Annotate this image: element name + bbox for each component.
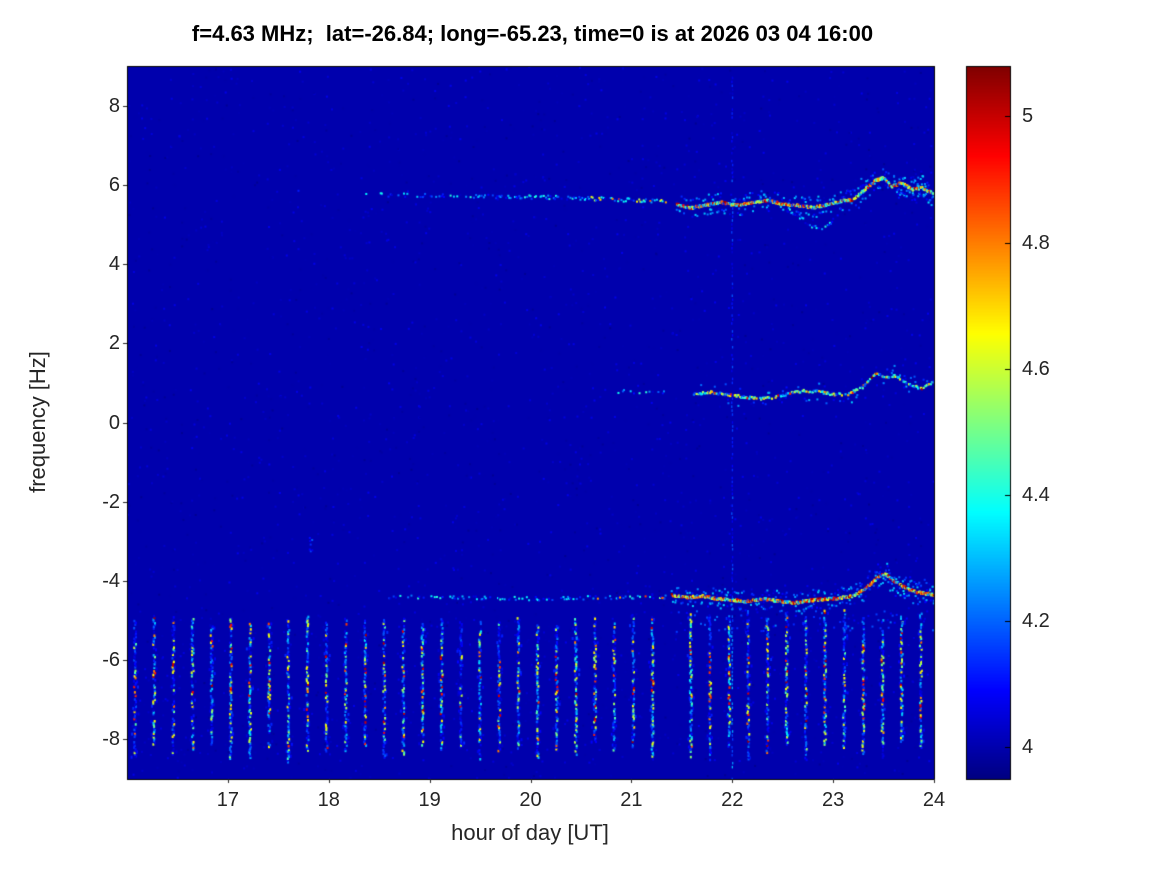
- colorbar-tick-label: 4.6: [1022, 357, 1050, 380]
- x-tick-label: 21: [620, 789, 643, 811]
- colorbar-tick-label: 5: [1022, 105, 1034, 128]
- x-tick-label: 23: [822, 789, 845, 811]
- y-tick-label: 2: [108, 332, 120, 355]
- x-axis-label: hour of day [UT]: [451, 820, 609, 845]
- colorbar-tick-label: 4.8: [1022, 231, 1050, 254]
- colorbar-tick-label: 4: [1022, 736, 1034, 759]
- x-tick-label: 20: [519, 789, 542, 811]
- x-tick-label: 24: [922, 789, 946, 811]
- x-tick-label: 22: [721, 789, 744, 811]
- x-tick-label: 19: [418, 789, 441, 811]
- y-tick-label: -6: [102, 649, 120, 672]
- y-tick-label: 6: [108, 173, 120, 196]
- y-tick-label: 0: [108, 411, 120, 434]
- colorbar-tick-label: 4.4: [1022, 484, 1050, 507]
- y-axis-label: frequency [Hz]: [25, 351, 50, 493]
- y-tick-label: 4: [108, 253, 120, 276]
- chart-title: f=4.63 MHz; lat=-26.84; long=-65.23, tim…: [191, 21, 874, 46]
- y-tick-label: -8: [102, 728, 120, 751]
- x-tick-label: 17: [216, 789, 239, 811]
- y-tick-label: 8: [108, 94, 120, 117]
- x-tick-label: 18: [317, 789, 340, 811]
- y-tick-label: -4: [102, 569, 120, 592]
- y-tick-label: -2: [102, 490, 120, 513]
- colorbar-tick-label: 4.2: [1022, 610, 1050, 633]
